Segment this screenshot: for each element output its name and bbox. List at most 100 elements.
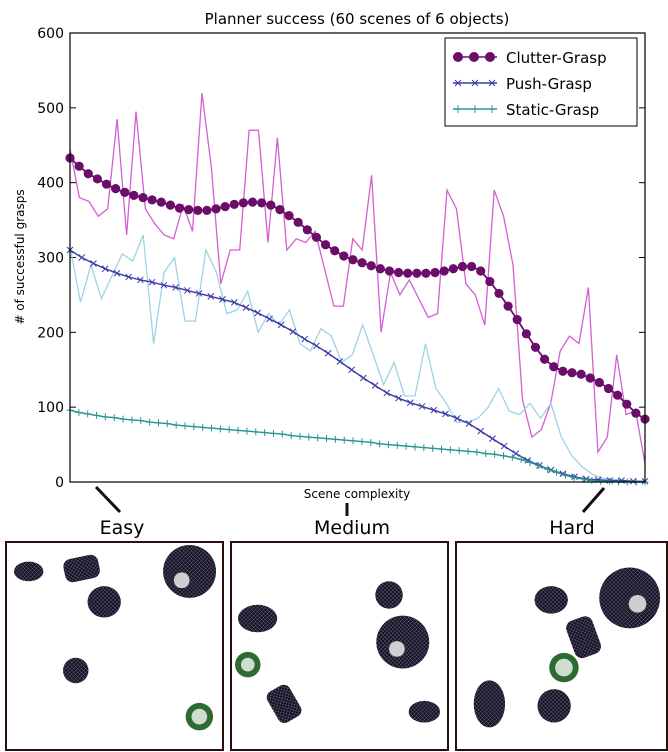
data-point-static-grasp <box>579 475 587 483</box>
data-point-static-grasp <box>199 423 207 431</box>
data-point-push-grasp <box>348 366 355 374</box>
data-point-static-grasp <box>252 428 260 436</box>
data-point-static-grasp <box>84 410 92 418</box>
data-point-push-grasp <box>465 420 473 427</box>
data-point-push-grasp <box>195 290 203 297</box>
data-point-push-grasp <box>406 399 414 407</box>
data-point-clutter-grasp <box>101 179 112 189</box>
data-point-push-grasp <box>172 284 179 291</box>
data-point-push-grasp <box>629 477 637 485</box>
data-point-clutter-grasp <box>247 197 258 207</box>
data-point-clutter-grasp <box>275 205 285 215</box>
object-bowl <box>376 615 430 669</box>
data-point-static-grasp <box>508 453 516 461</box>
data-point-clutter-grasp <box>594 377 604 388</box>
legend: Clutter-Grasp Push-Grasp Static-Grasp <box>444 37 638 127</box>
data-point-clutter-grasp <box>439 266 449 276</box>
legend-label-clutter-grasp: Clutter-Grasp <box>506 49 607 67</box>
data-point-push-grasp <box>512 450 520 457</box>
plot-frame <box>69 32 646 483</box>
data-point-clutter-grasp <box>284 210 294 221</box>
data-point-static-grasp <box>234 426 242 434</box>
data-point-static-grasp <box>216 425 224 433</box>
data-point-clutter-grasp <box>558 366 568 376</box>
data-point-clutter-grasp <box>184 205 194 215</box>
data-point-clutter-grasp <box>257 198 267 208</box>
data-point-clutter-grasp <box>147 195 157 205</box>
data-point-static-grasp <box>376 440 384 448</box>
y-axis-label: # of successful grasps <box>13 189 27 324</box>
data-point-clutter-grasp <box>357 258 367 268</box>
data-point-clutter-grasp <box>549 362 559 372</box>
data-point-static-grasp <box>261 429 269 437</box>
data-point-static-grasp <box>278 430 286 438</box>
data-point-push-grasp <box>301 335 309 343</box>
data-point-static-grasp <box>411 443 419 451</box>
data-point-clutter-grasp <box>448 264 458 274</box>
data-point-clutter-grasp <box>311 232 322 242</box>
data-point-clutter-grasp <box>503 301 513 311</box>
data-point-static-grasp <box>296 432 304 440</box>
data-point-push-grasp <box>230 299 238 306</box>
y-tick-label: 0 <box>55 475 64 491</box>
data-point-clutter-grasp <box>320 240 331 250</box>
data-point-push-grasp <box>336 358 344 365</box>
data-point-static-grasp <box>429 444 437 452</box>
data-point-clutter-grasp <box>220 202 230 212</box>
data-point-clutter-grasp <box>457 261 468 272</box>
hard-scene-panel <box>455 541 668 751</box>
data-point-static-grasp <box>535 462 543 470</box>
object-disc <box>237 604 278 633</box>
data-point-static-grasp <box>287 432 295 440</box>
data-point-clutter-grasp <box>238 198 249 208</box>
data-point-clutter-grasp <box>421 268 431 278</box>
data-point-push-grasp <box>148 278 156 286</box>
data-point-static-grasp <box>137 417 145 425</box>
data-point-static-grasp <box>181 422 189 430</box>
data-point-clutter-grasp <box>412 268 422 278</box>
data-point-clutter-grasp <box>202 205 212 215</box>
data-point-static-grasp <box>384 441 392 449</box>
data-point-static-grasp <box>119 415 127 423</box>
data-point-static-grasp <box>146 418 154 426</box>
data-point-static-grasp <box>438 445 446 453</box>
chart-title: Planner success (60 scenes of 6 objects) <box>205 10 510 28</box>
data-point-static-grasp <box>446 446 454 454</box>
data-point-clutter-grasp <box>512 315 522 325</box>
object-disc <box>13 561 44 582</box>
data-point-static-grasp <box>349 437 357 445</box>
plot-area: 0 100 200 300 400 500 600 <box>37 26 650 491</box>
data-point-push-grasp <box>383 389 391 397</box>
easy-scene-panel <box>5 541 224 751</box>
data-point-clutter-grasp <box>193 205 203 215</box>
data-point-static-grasp <box>243 427 251 435</box>
data-point-push-grasp <box>477 427 485 435</box>
hard-scene-image <box>473 567 661 728</box>
data-point-static-grasp <box>163 420 171 428</box>
data-point-static-grasp <box>473 448 481 456</box>
data-point-clutter-grasp <box>576 369 586 379</box>
raw-series-clutter-grasp <box>69 92 646 464</box>
data-point-static-grasp <box>190 423 198 431</box>
object-sphere <box>375 581 403 609</box>
data-point-static-grasp <box>482 450 490 458</box>
object-box <box>266 684 302 724</box>
data-point-static-grasp <box>128 416 136 424</box>
data-point-static-grasp <box>570 474 578 482</box>
data-point-push-grasp <box>289 328 297 335</box>
series-line-clutter-grasp <box>69 157 646 420</box>
data-point-clutter-grasp <box>129 190 139 200</box>
data-point-static-grasp <box>367 438 375 446</box>
object-sphere <box>87 586 121 618</box>
data-point-push-grasp <box>219 296 226 303</box>
medium-label: Medium <box>314 517 390 539</box>
data-point-clutter-grasp <box>330 246 340 256</box>
data-point-static-grasp <box>606 477 614 485</box>
legend-entry-push-grasp: Push-Grasp <box>453 75 592 93</box>
data-point-static-grasp <box>402 442 410 450</box>
data-point-clutter-grasp <box>466 261 477 272</box>
data-point-static-grasp <box>323 435 331 443</box>
data-point-clutter-grasp <box>476 266 486 276</box>
data-point-clutter-grasp <box>603 383 614 394</box>
object-box <box>63 554 100 583</box>
